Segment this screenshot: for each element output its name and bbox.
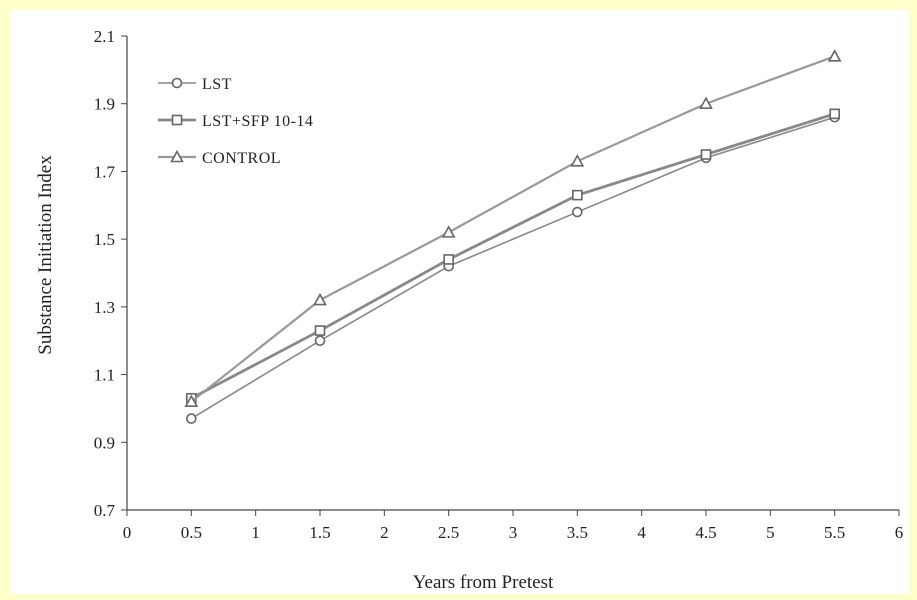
data-point	[829, 108, 840, 120]
x-tick-label: 1.5	[309, 523, 330, 542]
data-point	[570, 154, 585, 167]
legend: LST LST+SFP 10-14 CONTROL	[158, 76, 313, 167]
x-axis-label: Years from Pretest	[413, 572, 554, 593]
axes	[126, 36, 899, 511]
y-tick-label: 1.7	[94, 162, 116, 181]
series-circle	[186, 111, 840, 424]
data-point	[313, 292, 327, 306]
x-tick-label: 2.5	[438, 523, 459, 542]
x-axis-ticks: 0 0.5 1 1.5 2 2.5 3 3.5 4 4.5 5 5.5 6	[123, 510, 904, 542]
x-tick-label: 4	[637, 523, 646, 542]
data-point	[443, 254, 454, 265]
data-point	[572, 206, 583, 218]
data-point	[699, 96, 713, 110]
data-point	[700, 149, 712, 160]
data-point	[314, 325, 326, 336]
x-tick-label: 0	[123, 523, 132, 542]
x-tick-label: 4.5	[695, 523, 716, 542]
y-tick-label: 0.9	[94, 433, 115, 452]
x-tick-label: 2	[380, 523, 389, 542]
y-axis-ticks: 0.7 0.9 1.1 1.3 1.5 1.7 1.9 2.1	[94, 27, 127, 520]
legend-entry: LST+SFP 10-14	[158, 113, 313, 130]
data-point	[314, 335, 326, 347]
x-tick-label: 5	[766, 523, 775, 542]
legend-label: LST	[202, 76, 232, 93]
y-tick-label: 1.3	[94, 298, 115, 317]
data-point	[572, 189, 583, 201]
series-line	[190, 116, 835, 420]
data-point	[827, 49, 842, 62]
x-tick-label: 6	[895, 523, 904, 542]
legend-marker	[171, 77, 183, 89]
data-point	[184, 394, 199, 407]
legend-entry: CONTROL	[158, 149, 281, 167]
legend-entry: LST	[158, 76, 232, 93]
y-tick-label: 2.1	[94, 27, 115, 46]
series-triangle	[184, 49, 842, 407]
y-axis-label: Substance Initiation Index	[35, 155, 56, 355]
legend-marker	[171, 114, 183, 126]
series-line	[190, 55, 836, 403]
y-tick-label: 1.1	[94, 366, 115, 385]
line-chart: 0 0.5 1 1.5 2 2.5 3 3.5 4 4.5 5 5.5 6 0.7 0.9 1.1 1.3 1.…	[35, 27, 904, 593]
series-square	[186, 108, 840, 404]
x-tick-label: 5.5	[824, 523, 845, 542]
legend-label: CONTROL	[202, 150, 281, 167]
y-tick-label: 1.9	[94, 95, 115, 114]
data-point	[186, 413, 197, 424]
chart-frame: 0 0.5 1 1.5 2 2.5 3 3.5 4 4.5 5 5.5 6 0.7 0.9 1.1 1.3 1.…	[11, 10, 909, 594]
y-tick-label: 0.7	[94, 501, 116, 520]
legend-label: LST+SFP 10-14	[202, 113, 313, 130]
x-tick-label: 1	[251, 523, 260, 542]
series-line	[190, 112, 836, 400]
series-layer	[184, 49, 842, 424]
x-tick-label: 3	[509, 523, 518, 542]
x-tick-label: 0.5	[181, 523, 202, 542]
y-tick-label: 1.5	[94, 230, 115, 249]
data-point	[441, 225, 456, 238]
x-tick-label: 3.5	[567, 523, 588, 542]
legend-marker	[170, 149, 184, 163]
